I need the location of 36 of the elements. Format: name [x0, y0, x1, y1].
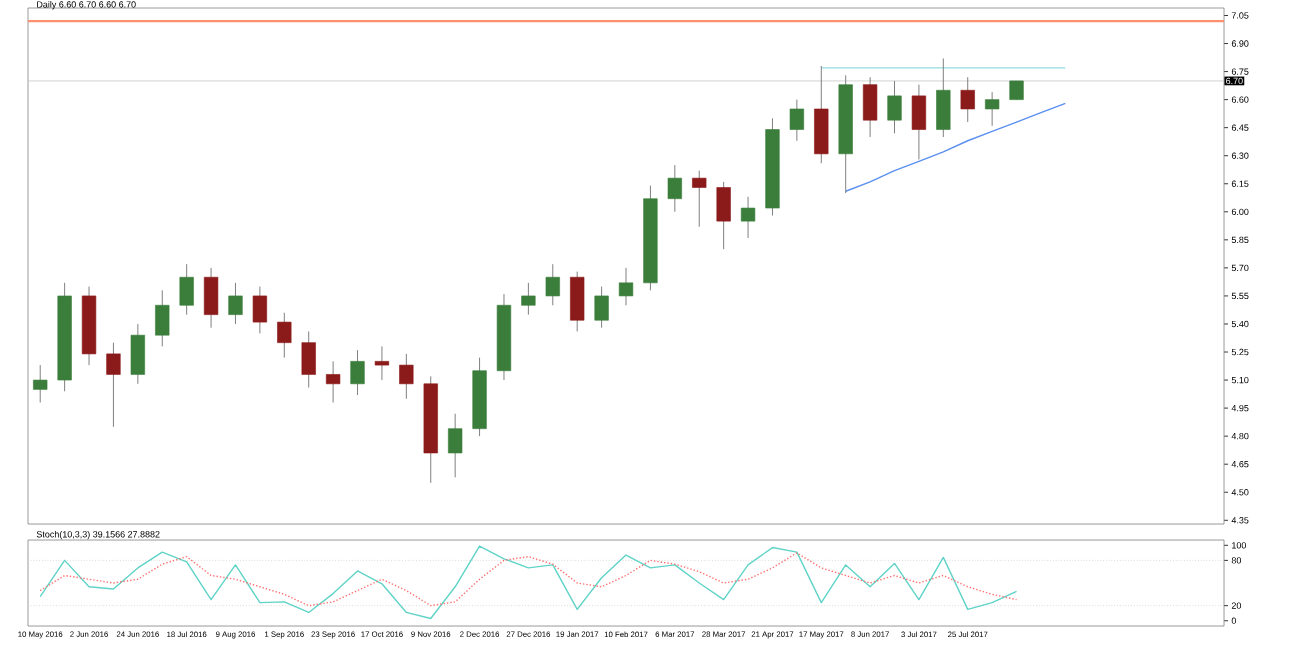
candlestick	[789, 99, 805, 142]
candlestick	[570, 271, 585, 332]
candlestick	[448, 413, 463, 478]
candlestick	[667, 164, 682, 213]
candlestick	[862, 76, 878, 138]
candlestick	[325, 360, 341, 403]
candlestick	[203, 267, 219, 329]
candlestick	[1009, 80, 1024, 101]
candlestick	[33, 364, 48, 403]
candlestick	[911, 84, 927, 160]
candlestick	[521, 282, 536, 316]
candlestick	[301, 330, 316, 389]
candlestick	[399, 353, 414, 400]
candlestick	[618, 267, 634, 306]
candlestick	[985, 91, 1000, 127]
candlestick	[740, 196, 756, 239]
candlestick	[228, 282, 243, 325]
candlestick	[252, 286, 268, 334]
candlestick	[130, 323, 145, 385]
candlestick	[960, 76, 975, 123]
candlestick	[106, 342, 121, 428]
candlestick	[814, 65, 829, 164]
candlestick	[716, 181, 731, 250]
line-series	[844, 102, 1067, 192]
candlestick	[179, 263, 194, 316]
line-series	[39, 545, 1018, 620]
candlestick	[936, 57, 951, 138]
candlestick	[277, 312, 292, 359]
line-series	[39, 552, 1018, 607]
candlestick	[350, 349, 365, 396]
candlestick	[374, 345, 390, 381]
candlestick	[545, 263, 560, 306]
candlestick	[887, 80, 902, 134]
candlestick	[594, 286, 609, 329]
candlestick	[155, 289, 170, 347]
candlestick	[692, 170, 707, 228]
